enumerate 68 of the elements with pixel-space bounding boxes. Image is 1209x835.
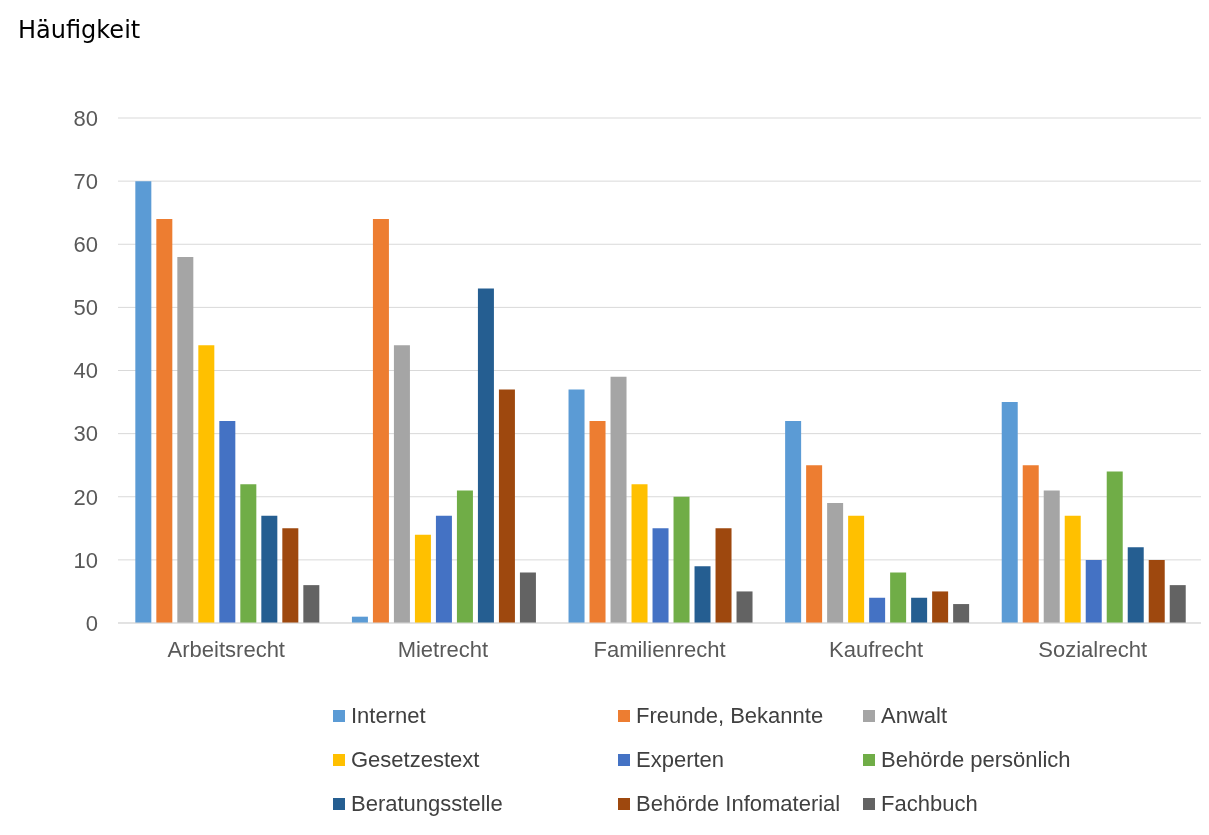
bar <box>631 484 648 623</box>
bar <box>1085 559 1102 623</box>
y-tick-label: 60 <box>73 232 98 258</box>
bar <box>568 389 585 623</box>
bar <box>1127 547 1144 623</box>
bar <box>519 572 536 623</box>
bar <box>135 181 152 623</box>
x-tick-label: Kaufrecht <box>829 636 924 662</box>
legend-label: Freunde, Bekannte <box>636 703 824 729</box>
bar <box>456 490 473 623</box>
bar <box>1022 465 1039 623</box>
bar <box>477 288 494 623</box>
bar <box>911 597 928 623</box>
bar <box>198 345 215 623</box>
bar <box>673 496 690 623</box>
bar <box>827 503 844 623</box>
y-tick-label: 30 <box>73 421 98 447</box>
bar <box>177 256 194 623</box>
y-tick-label: 0 <box>85 610 98 636</box>
legend-label: Internet <box>351 703 426 729</box>
bar <box>785 421 802 623</box>
bar <box>393 345 410 623</box>
y-tick-label: 10 <box>73 547 98 573</box>
bar <box>261 515 278 623</box>
bar <box>848 515 865 623</box>
bar <box>694 566 711 623</box>
bar <box>1064 515 1081 623</box>
bar <box>589 421 606 623</box>
bar <box>1169 585 1186 623</box>
bar <box>1148 559 1165 623</box>
bar <box>806 465 823 623</box>
bar <box>1043 490 1060 623</box>
bar <box>932 591 949 623</box>
x-tick-label: Sozialrecht <box>1038 636 1148 662</box>
legend-label: Experten <box>636 747 725 773</box>
y-axis-title: Häufigkeit <box>18 16 141 44</box>
bar <box>610 376 627 623</box>
bar <box>736 591 753 623</box>
legend-label: Behörde Infomaterial <box>636 791 841 817</box>
bar <box>156 219 173 623</box>
legend-label: Anwalt <box>881 703 948 729</box>
bar <box>715 528 732 623</box>
bar <box>1106 471 1123 623</box>
bar <box>435 515 452 623</box>
bar <box>303 585 320 623</box>
y-tick-label: 40 <box>73 358 98 384</box>
bar <box>240 484 257 623</box>
bar <box>282 528 299 623</box>
x-tick-label: Arbeitsrecht <box>167 636 285 662</box>
bar <box>1001 402 1018 623</box>
bar <box>652 528 669 623</box>
bar <box>414 534 431 623</box>
legend-label: Beratungsstelle <box>351 791 503 817</box>
bar <box>953 604 970 623</box>
y-tick-label: 70 <box>73 168 98 194</box>
legend-label: Fachbuch <box>881 791 978 817</box>
bar <box>219 421 236 623</box>
y-tick-label: 80 <box>73 105 98 131</box>
x-tick-label: Mietrecht <box>397 636 489 662</box>
y-tick-label: 20 <box>73 484 98 510</box>
legend-label: Gesetzestext <box>351 747 480 773</box>
bar <box>890 572 907 623</box>
legend-label: Behörde persönlich <box>881 747 1071 773</box>
bar <box>372 219 389 623</box>
x-tick-label: Familienrecht <box>593 636 726 662</box>
y-tick-label: 50 <box>73 295 98 321</box>
bar <box>498 389 515 623</box>
bar <box>869 597 886 623</box>
